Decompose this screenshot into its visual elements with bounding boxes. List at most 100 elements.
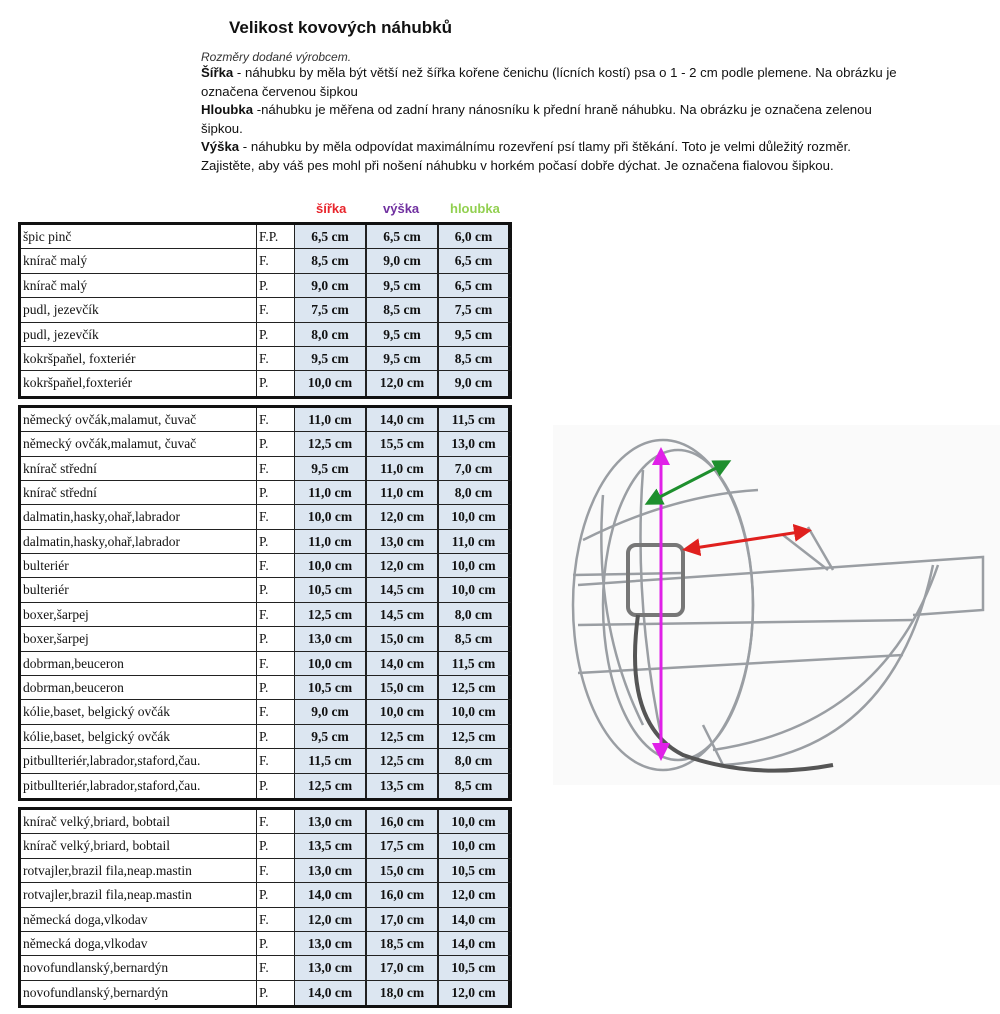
type-cell: P.: [257, 480, 295, 505]
vyska-cell: 9,5 cm: [367, 273, 439, 298]
type-cell: F.: [257, 602, 295, 627]
sirka-cell: 10,0 cm: [295, 554, 367, 578]
breed-cell: knírač velký,briard, bobtail: [21, 809, 257, 834]
type-cell: P.: [257, 883, 295, 907]
breed-cell: dalmatin,hasky,ohař,labrador: [21, 505, 257, 529]
sirka-cell: 14,0 cm: [295, 883, 367, 907]
sirka-cell: 13,5 cm: [295, 834, 367, 858]
type-cell: F.: [257, 749, 295, 773]
column-header-hloubka: hloubka: [450, 201, 500, 216]
type-cell: F.: [257, 505, 295, 529]
table-row: pitbullteriér,labrador,staford,čau. P. 12,…: [21, 773, 511, 798]
hloubka-cell: 10,0 cm: [439, 505, 511, 529]
table-group: špic pinč F.P. 6,5 cm 6,5 cm 6,0 cm knírač ma…: [18, 222, 512, 399]
sirka-cell: 10,0 cm: [295, 371, 367, 396]
sirka-cell: 13,0 cm: [295, 627, 367, 651]
vyska-cell: 9,5 cm: [367, 346, 439, 371]
table-row: knírač malý F. 8,5 cm 9,0 cm 6,5 cm: [21, 249, 511, 274]
hloubka-cell: 11,5 cm: [439, 651, 511, 676]
breed-cell: knírač střední: [21, 456, 257, 480]
vyska-cell: 12,0 cm: [367, 371, 439, 396]
table-row: bulteriér P. 10,5 cm 14,5 cm 10,0 cm: [21, 578, 511, 603]
breed-cell: pitbullteriér,labrador,staford,čau.: [21, 773, 257, 798]
vyska-cell: 9,5 cm: [367, 322, 439, 346]
type-cell: P.: [257, 834, 295, 858]
type-cell: P.: [257, 432, 295, 456]
vyska-cell: 12,5 cm: [367, 724, 439, 749]
hloubka-cell: 10,0 cm: [439, 809, 511, 834]
sirka-cell: 11,5 cm: [295, 749, 367, 773]
vyska-cell: 14,0 cm: [367, 651, 439, 676]
column-header-vyska: výška: [383, 201, 420, 216]
intro-subtitle: Rozměry dodané výrobcem.: [201, 50, 352, 64]
type-cell: F.: [257, 858, 295, 883]
breed-cell: kokršpaňel, foxteriér: [21, 346, 257, 371]
sirka-cell: 8,5 cm: [295, 249, 367, 273]
vyska-cell: 15,0 cm: [367, 676, 439, 700]
hloubka-text: -náhubku je měřena od zadní hrany nánosn…: [201, 102, 872, 136]
hloubka-cell: 12,5 cm: [439, 676, 511, 700]
vyska-cell: 18,0 cm: [367, 980, 439, 1006]
vyska-cell: 17,0 cm: [367, 956, 439, 980]
table-row: německá doga,vlkodav F. 12,0 cm 17,0 cm 14,0…: [21, 907, 511, 932]
table-row: knírač velký,briard, bobtail F. 13,0 cm 16,…: [21, 809, 511, 835]
vyska-label: Výška: [201, 139, 240, 155]
type-cell: P.: [257, 627, 295, 651]
sirka-cell: 8,0 cm: [295, 322, 367, 346]
vyska-cell: 6,5 cm: [367, 225, 439, 249]
sirka-cell: 9,0 cm: [295, 700, 367, 724]
sirka-cell: 12,5 cm: [295, 602, 367, 627]
sirka-cell: 14,0 cm: [295, 980, 367, 1006]
hloubka-cell: 9,0 cm: [439, 371, 511, 396]
breed-cell: bulteriér: [21, 554, 257, 578]
hloubka-cell: 8,0 cm: [439, 602, 511, 627]
table-row: rotvajler,brazil fila,neap.mastin P. 14,0 …: [21, 883, 511, 908]
sirka-text: - náhubku by měla být větší než šířka ko…: [201, 65, 897, 99]
table-row: německá doga,vlkodav P. 13,0 cm 18,5 cm 14,0…: [21, 931, 511, 957]
type-cell: F.: [257, 956, 295, 980]
vyska-cell: 11,0 cm: [367, 480, 439, 505]
sirka-cell: 10,0 cm: [295, 505, 367, 529]
breed-cell: pudl, jezevčík: [21, 322, 257, 346]
type-cell: P.: [257, 773, 295, 798]
sirka-cell: 9,5 cm: [295, 346, 367, 371]
type-cell: F.: [257, 298, 295, 322]
type-cell: P.: [257, 578, 295, 602]
type-cell: P.: [257, 371, 295, 396]
hloubka-cell: 6,5 cm: [439, 273, 511, 298]
width-arrow: [682, 523, 812, 557]
breed-cell: dobrman,beuceron: [21, 651, 257, 676]
breed-cell: německý ovčák,malamut, čuvač: [21, 407, 257, 432]
breed-cell: německá doga,vlkodav: [21, 931, 257, 956]
sirka-cell: 11,0 cm: [295, 529, 367, 554]
hloubka-cell: 11,5 cm: [439, 407, 511, 432]
table-row: kokršpaňel,foxteriér P. 10,0 cm 12,0 cm 9,0 …: [21, 371, 511, 396]
hloubka-cell: 10,5 cm: [439, 956, 511, 980]
breed-cell: novofundlanský,bernardýn: [21, 980, 257, 1006]
sirka-cell: 12,5 cm: [295, 432, 367, 456]
page-title: Velikost kovových náhubků: [229, 18, 452, 37]
breed-cell: kokršpaňel,foxteriér: [21, 371, 257, 396]
table-row: knírač střední P. 11,0 cm 11,0 cm 8,0 cm: [21, 480, 511, 506]
table-row: novofundlanský,bernardýn P. 14,0 cm 18,0 cm…: [21, 980, 511, 1006]
vyska-paragraph: Výška - náhubku by měla odpovídat maximá…: [201, 138, 901, 175]
breed-cell: špic pinč: [21, 225, 257, 249]
sirka-cell: 11,0 cm: [295, 480, 367, 505]
type-cell: F.P.: [257, 225, 295, 249]
breed-cell: boxer,šarpej: [21, 627, 257, 651]
vyska-cell: 15,0 cm: [367, 627, 439, 651]
table-row: kokršpaňel, foxteriér F. 9,5 cm 9,5 cm 8,5 c…: [21, 346, 511, 372]
type-cell: P.: [257, 529, 295, 554]
table-row: kólie,baset, belgický ovčák P. 9,5 cm 12,5 …: [21, 724, 511, 750]
hloubka-cell: 12,5 cm: [439, 724, 511, 749]
hloubka-cell: 12,0 cm: [439, 883, 511, 907]
vyska-cell: 17,5 cm: [367, 834, 439, 858]
vyska-cell: 12,0 cm: [367, 505, 439, 529]
breed-cell: rotvajler,brazil fila,neap.mastin: [21, 858, 257, 883]
table-row: boxer,šarpej F. 12,5 cm 14,5 cm 8,0 cm: [21, 602, 511, 628]
type-cell: P.: [257, 980, 295, 1006]
table-row: dobrman,beuceron F. 10,0 cm 14,0 cm 11,5 cm: [21, 651, 511, 677]
breed-cell: německá doga,vlkodav: [21, 907, 257, 931]
table-row: knírač velký,briard, bobtail P. 13,5 cm 17,…: [21, 834, 511, 859]
breed-cell: německý ovčák,malamut, čuvač: [21, 432, 257, 456]
